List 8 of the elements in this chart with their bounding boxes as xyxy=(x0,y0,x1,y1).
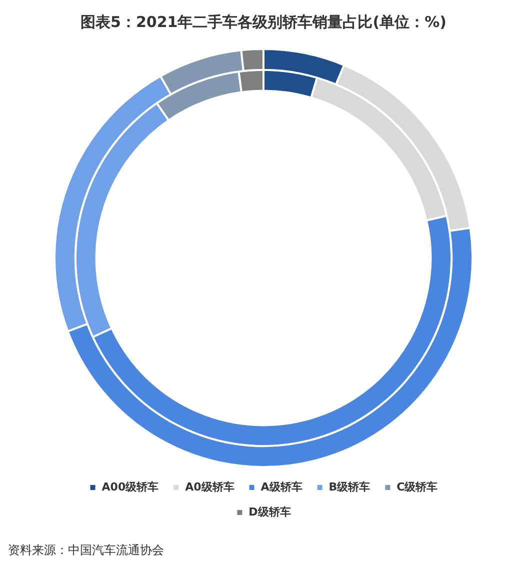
legend-label: D级轿车 xyxy=(248,505,291,518)
text: 资料来源：中国汽车流通协会 xyxy=(8,542,165,559)
legend-label: A级轿车 xyxy=(260,480,302,494)
legend-label: A0级轿车 xyxy=(185,480,234,494)
legend-label: C级轿车 xyxy=(396,480,438,494)
legend-label: A00级轿车 xyxy=(102,480,159,494)
legend-label: B级轿车 xyxy=(328,480,370,494)
chart-title: 图表5：2021年二手车各级别轿车销量占比(单位：%) xyxy=(80,12,448,33)
